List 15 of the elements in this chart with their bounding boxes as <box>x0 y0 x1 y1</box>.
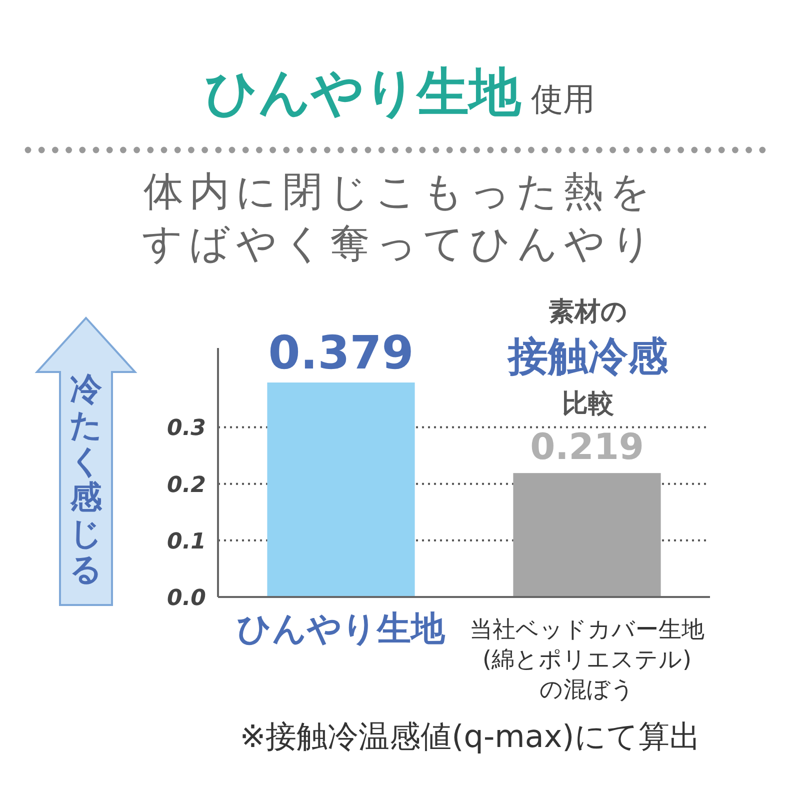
data-label: 0.379 <box>268 326 414 380</box>
data-label: 0.219 <box>530 427 644 468</box>
chart-subtitle: 体内に閉じこもった熱をすばやく奪ってひんやり <box>142 169 658 267</box>
y-tick-label: 0.1 <box>167 529 206 554</box>
text: ※接触冷温感値(q-max)にて算出 <box>240 719 700 755</box>
x-tick-label: ひんやり生地 <box>237 609 446 649</box>
annotation: 接触冷感 <box>506 334 669 380</box>
y-axis-title: 冷たく感じる <box>69 370 103 588</box>
x-tick-label: 当社ベッドカバー生地 (綿とポリエステル) の混ぼう <box>470 617 704 703</box>
y-tick-label: 0.0 <box>167 586 206 611</box>
y-tick-label: 0.3 <box>167 416 206 442</box>
y-tick-label: 0.2 <box>167 472 206 498</box>
text: 素材の <box>548 297 628 327</box>
annotation: 比較 <box>562 389 615 419</box>
chart-title: ひんやり生地 使用 <box>204 63 596 123</box>
